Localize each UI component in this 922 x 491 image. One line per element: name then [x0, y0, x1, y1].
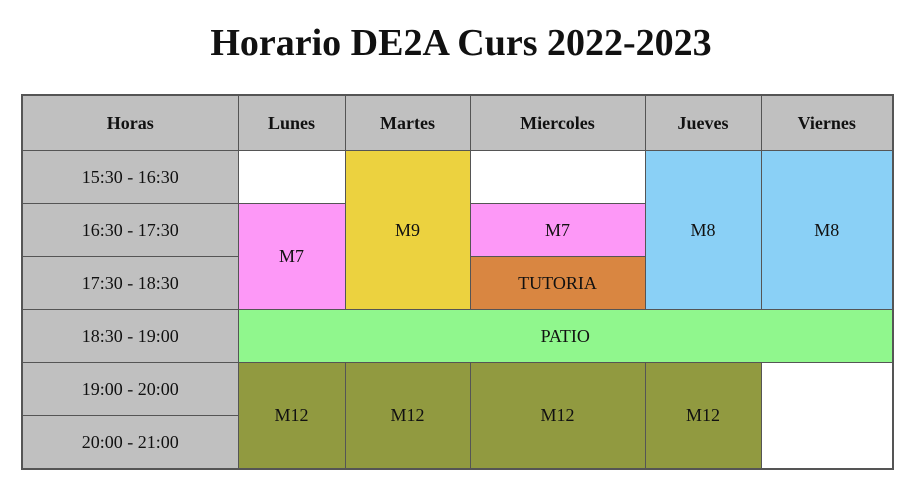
class-cell-martes-m9: M9	[344, 150, 471, 310]
header-jueves: Jueves	[644, 94, 762, 151]
empty-cell	[469, 150, 646, 204]
table-row: 20:00 - 21:00	[21, 415, 893, 470]
header-horas: Horas	[21, 94, 239, 151]
class-cell-lunes-m7: M7	[237, 203, 346, 310]
class-cell-miercoles-m7: M7	[469, 203, 646, 257]
header-lunes: Lunes	[237, 94, 346, 151]
header-row: Horas Lunes Martes Miercoles Jueves Vier…	[21, 94, 894, 151]
header-martes: Martes	[344, 94, 471, 151]
page-title: Horario DE2A Curs 2022-2023	[210, 22, 712, 64]
class-cell-miercoles-tutoria: TUTORIA	[469, 256, 646, 310]
time-slot: 18:30 - 19:00	[21, 309, 239, 363]
time-slot: 16:30 - 17:30	[21, 203, 239, 257]
class-cell-jueves-m8: M8	[644, 150, 762, 310]
empty-cell	[237, 150, 346, 204]
header-miercoles: Miercoles	[469, 94, 646, 151]
time-slot: 19:00 - 20:00	[21, 362, 239, 416]
header-viernes: Viernes	[760, 94, 894, 151]
empty-cell	[760, 362, 894, 470]
table-row: 19:00 - 20:00 M12 M12 M12 M12	[21, 362, 894, 470]
class-cell-jueves-m12: M12	[644, 362, 762, 470]
time-slot: 17:30 - 18:30	[21, 256, 239, 310]
table-row: 18:30 - 19:00 PATIO	[21, 309, 894, 363]
class-cell-lunes-m12: M12	[237, 362, 346, 470]
patio-cell: PATIO	[237, 309, 894, 363]
time-slot: 15:30 - 16:30	[21, 150, 239, 204]
class-cell-martes-m12: M12	[344, 362, 471, 470]
table-row: 16:30 - 17:30 M7 M7	[21, 203, 893, 310]
class-cell-miercoles-m12: M12	[469, 362, 646, 470]
schedule-table: Horas Lunes Martes Miercoles Jueves Vier…	[21, 94, 894, 470]
class-cell-viernes-m8: M8	[760, 150, 894, 310]
time-slot: 20:00 - 21:00	[21, 415, 239, 470]
table-row: 15:30 - 16:30 M9 M8 M8	[21, 150, 894, 310]
table-row: 17:30 - 18:30 TUTORIA	[21, 256, 893, 310]
